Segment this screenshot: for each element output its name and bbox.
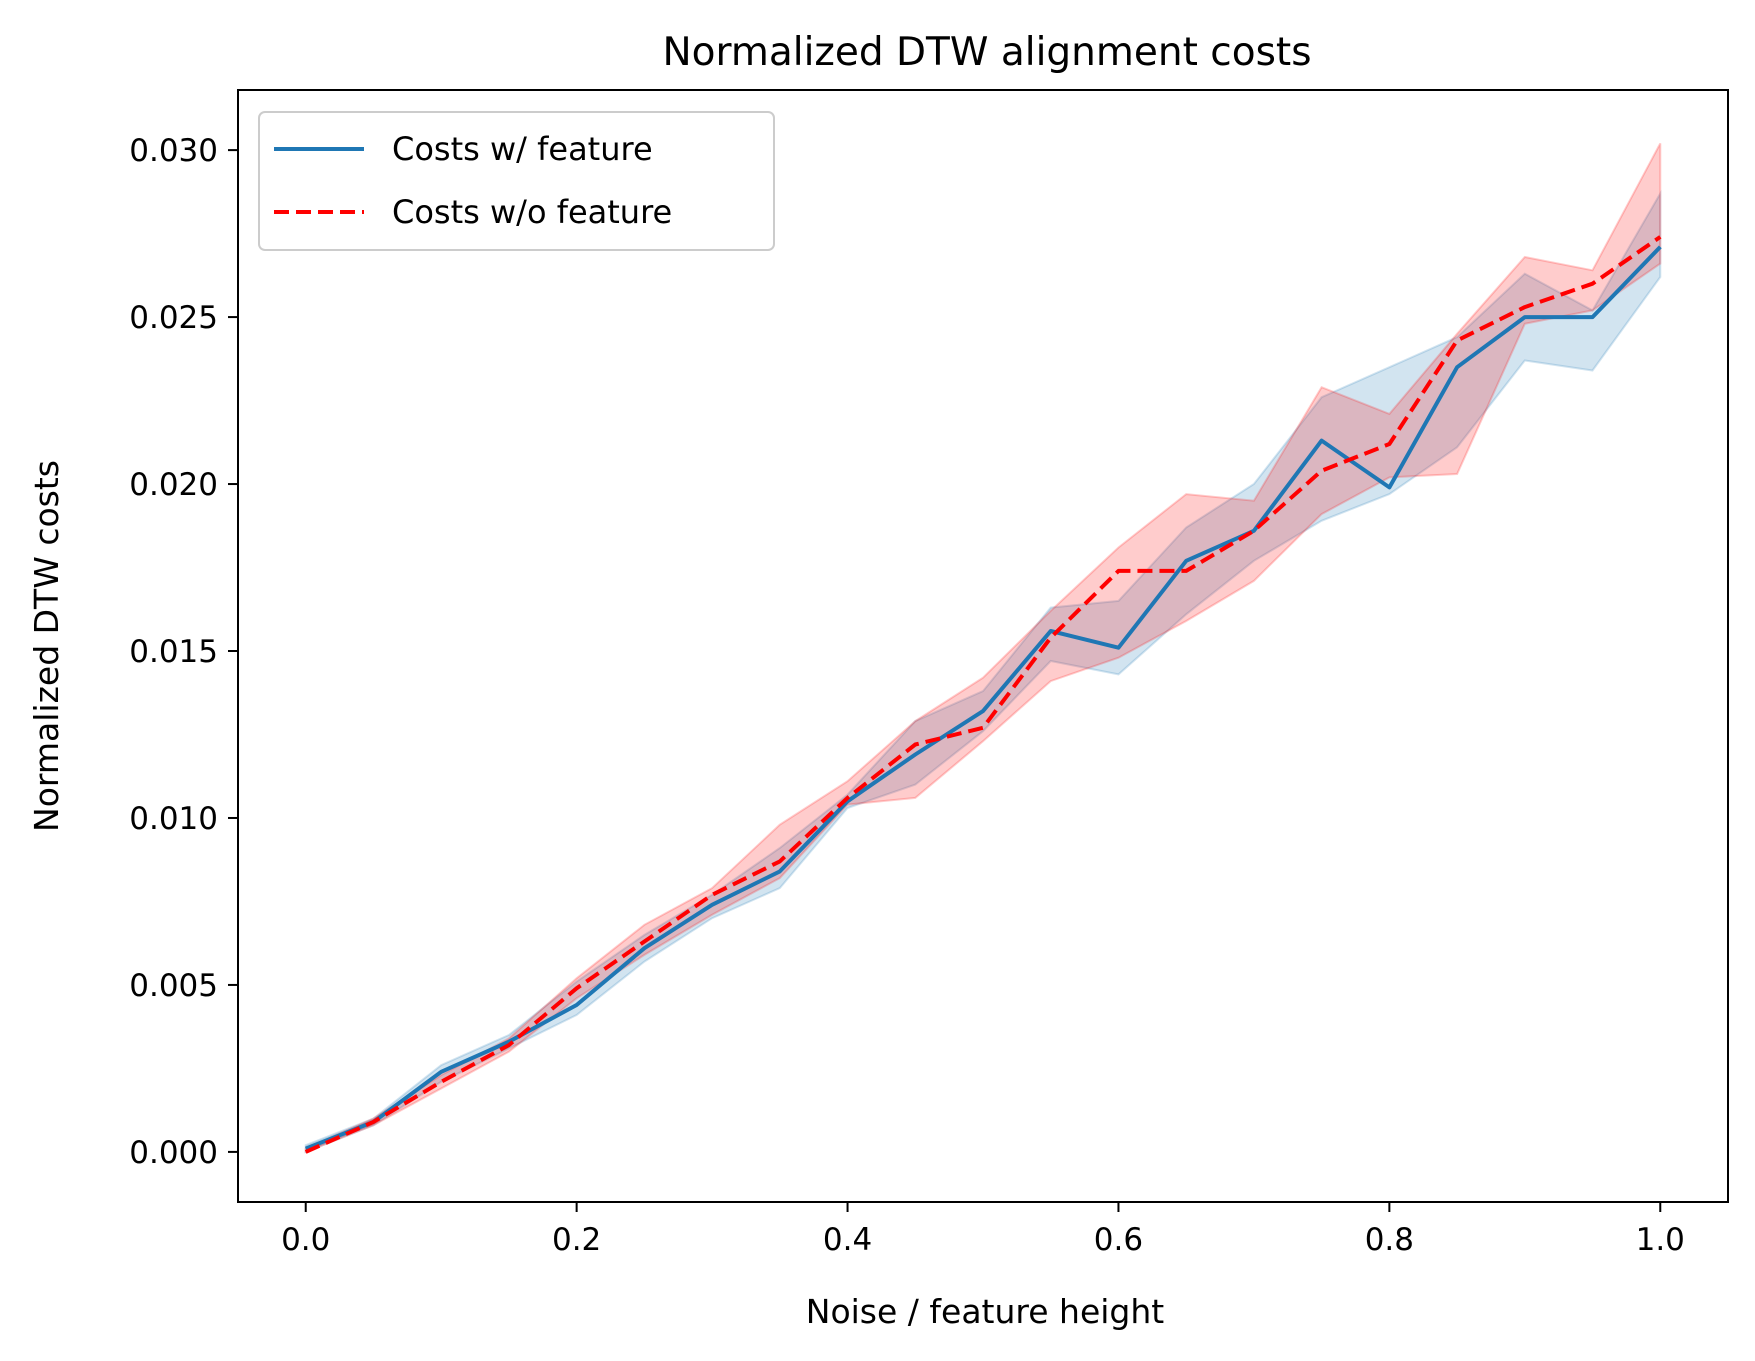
band-costs-with-feature [304, 189, 1662, 1154]
x-tick-label: 0.8 [1365, 1222, 1414, 1258]
chart-title: Normalized DTW alignment costs [662, 30, 1311, 75]
y-tick-label: 0.010 [129, 801, 218, 837]
confidence-bands [304, 142, 1662, 1154]
y-axis-title: Normalized DTW costs [27, 460, 66, 832]
x-tick-label: 0.2 [552, 1222, 601, 1258]
y-tick-label: 0.015 [129, 634, 218, 670]
band-costs-without-feature [304, 142, 1662, 1154]
x-tick-label: 0.0 [281, 1222, 330, 1258]
legend-box [258, 111, 775, 251]
legend: Costs w/ feature Costs w/o feature [258, 111, 775, 251]
plot-frame [237, 89, 1729, 1203]
y-tick-label: 0.000 [129, 1135, 218, 1171]
x-axis-title: Noise / feature height [806, 1292, 1165, 1331]
y-tick-label: 0.025 [129, 300, 218, 336]
y-tick-label: 0.030 [129, 133, 218, 169]
y-tick-label: 0.005 [129, 968, 218, 1004]
legend-label-costs-without-feature: Costs w/o feature [392, 193, 672, 231]
y-axis: 0.000 0.005 0.010 0.015 0.020 0.025 0.030 [129, 133, 238, 1171]
x-tick-label: 1.0 [1636, 1222, 1685, 1258]
series-lines [304, 235, 1662, 1154]
x-tick-label: 0.6 [1094, 1222, 1143, 1258]
x-axis: 0.0 0.2 0.4 0.6 0.8 1.0 [281, 1202, 1685, 1258]
y-tick-label: 0.020 [129, 467, 218, 503]
x-tick-label: 0.4 [823, 1222, 872, 1258]
legend-label-costs-with-feature: Costs w/ feature [392, 130, 653, 168]
series-line-costs-with-feature [304, 245, 1662, 1151]
